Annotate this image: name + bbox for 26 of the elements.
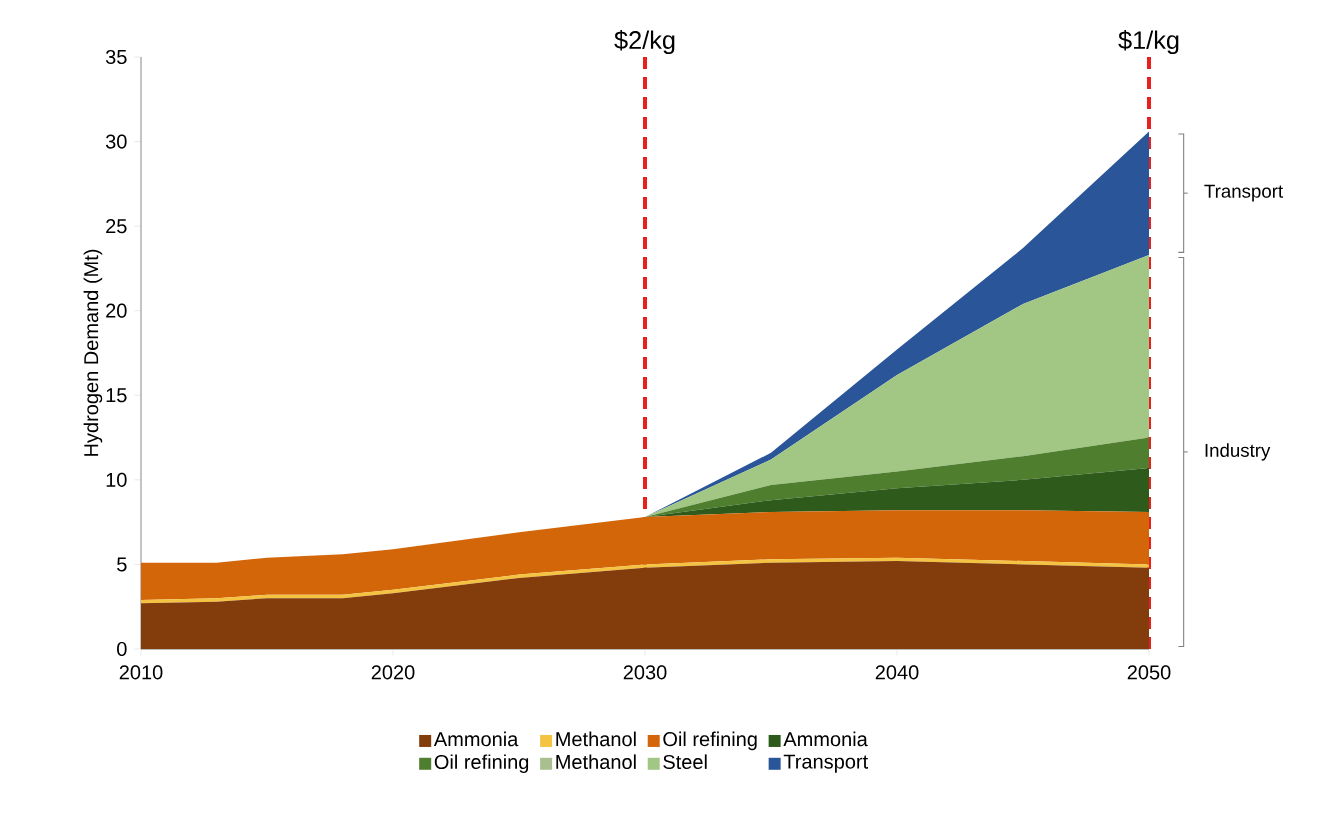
y-tick-label: 5 — [117, 557, 127, 572]
y-tick-label: 25 — [106, 219, 127, 234]
legend-label: Methanol — [556, 754, 636, 770]
y-tick-label: 10 — [106, 472, 127, 487]
x-tick-label: 2010 — [119, 665, 163, 680]
text: Industry — [1205, 443, 1271, 461]
ref-line-label: $1/kg — [1118, 30, 1179, 55]
legend-label: Oil refining — [434, 754, 529, 774]
x-tick-label: 2050 — [1127, 665, 1171, 680]
y-tick-label: 15 — [106, 388, 127, 403]
legend-label: Transport — [783, 754, 869, 773]
y-axis-title: Hydrogen Demand (Mt) — [83, 249, 103, 456]
y-tick-label: 30 — [105, 134, 127, 149]
legend-label: Oil refining — [663, 731, 757, 751]
y-tick-label: 0 — [117, 641, 127, 657]
ref-line-label: $2/kg — [614, 30, 675, 55]
legend-label: Ammonia — [783, 731, 868, 747]
text: Transport — [1204, 184, 1283, 202]
legend-label: Ammonia — [433, 731, 519, 747]
x-tick-label: 2020 — [371, 665, 415, 680]
legend-label: Methanol — [556, 731, 636, 747]
y-tick-label: 20 — [106, 303, 127, 318]
y-tick-label: 35 — [105, 49, 127, 65]
x-tick-label: 2030 — [623, 665, 667, 680]
legend-label: Steel — [663, 754, 707, 770]
x-tick-label: 2040 — [875, 665, 919, 680]
